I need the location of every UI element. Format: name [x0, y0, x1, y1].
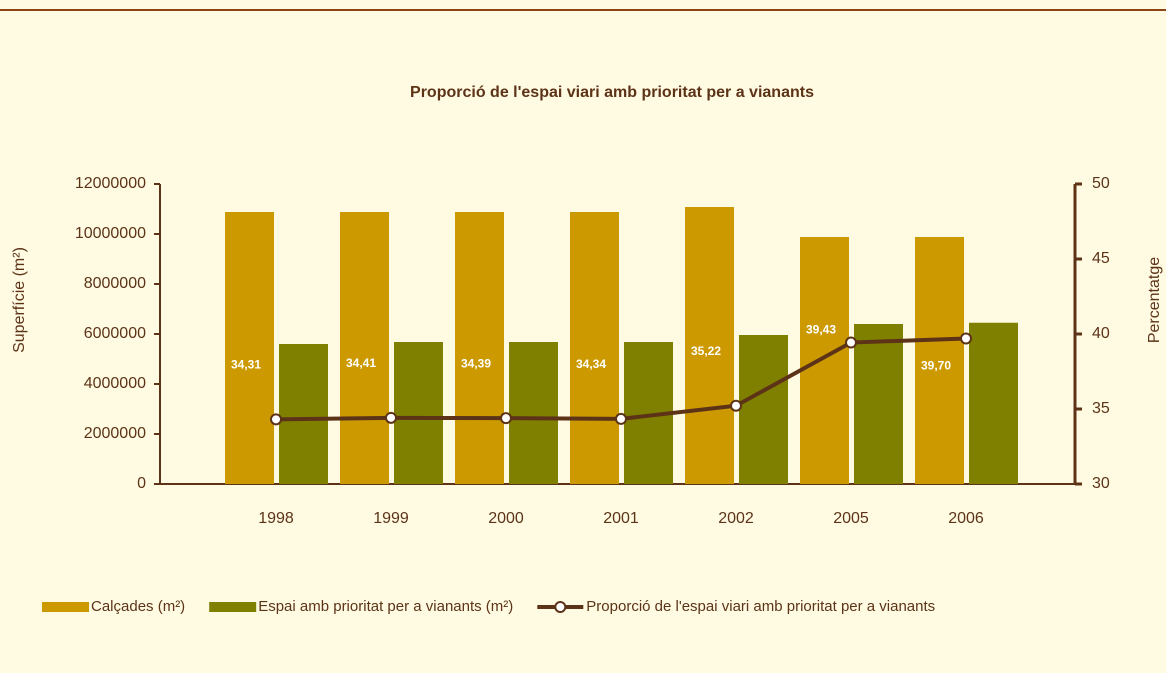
x-tick-label: 2005 — [833, 510, 869, 527]
y-tick-label: 12000000 — [75, 175, 146, 192]
x-tick-label: 2000 — [488, 510, 524, 527]
value-label: 35,22 — [691, 344, 721, 358]
x-tick-label: 2001 — [603, 510, 639, 527]
chart-title: Proporció de l'espai viari amb prioritat… — [410, 84, 814, 101]
y2-tick-label: 35 — [1092, 400, 1110, 417]
bar — [915, 237, 964, 484]
bar — [225, 212, 274, 484]
line-point — [615, 412, 627, 425]
x-tick-label: 1998 — [258, 510, 294, 527]
y2-axis-label: Percentatge — [1146, 257, 1163, 343]
y-tick-label: 4000000 — [84, 375, 146, 392]
line-point — [845, 336, 857, 349]
value-label: 34,41 — [346, 356, 376, 370]
y-tick-label: 6000000 — [84, 325, 146, 342]
bar — [800, 237, 849, 484]
bar — [340, 212, 389, 484]
legend-label: Proporció de l'espai viari amb prioritat… — [586, 598, 935, 615]
line-point — [730, 399, 742, 412]
y-tick-label: 10000000 — [75, 225, 146, 242]
line-point — [385, 411, 397, 424]
x-tick-label: 2002 — [718, 510, 754, 527]
y-tick-label: 2000000 — [84, 425, 146, 442]
legend-swatch — [42, 602, 89, 612]
legend-swatch — [554, 601, 567, 613]
value-label: 34,31 — [231, 358, 261, 372]
y2-tick-label: 30 — [1092, 475, 1110, 492]
bar — [739, 335, 788, 484]
bar — [685, 207, 734, 484]
legend-swatch — [209, 602, 257, 612]
x-tick-label: 2006 — [948, 510, 984, 527]
line-point — [960, 332, 972, 345]
value-label: 39,43 — [806, 323, 836, 337]
line-point — [270, 413, 282, 426]
bar — [570, 212, 619, 484]
x-tick-label: 1999 — [373, 510, 409, 527]
y-axis-label: Superfície (m²) — [11, 247, 28, 353]
legend-label: Calçades (m²) — [91, 598, 185, 615]
bar — [509, 342, 558, 484]
legend-label: Espai amb prioritat per a vianants (m²) — [258, 598, 513, 615]
line-point — [500, 412, 512, 425]
value-label: 34,34 — [576, 357, 606, 371]
y2-tick-label: 50 — [1092, 175, 1110, 192]
value-label: 34,39 — [461, 356, 491, 370]
y-tick-label: 0 — [137, 475, 146, 492]
value-label: 39,70 — [921, 359, 951, 373]
bar — [854, 324, 903, 484]
bar — [279, 344, 328, 484]
y2-tick-label: 45 — [1092, 250, 1110, 267]
y2-tick-label: 40 — [1092, 325, 1110, 342]
bar — [455, 212, 504, 484]
y-tick-label: 8000000 — [84, 275, 146, 292]
bar — [394, 342, 443, 484]
bar — [969, 322, 1018, 484]
